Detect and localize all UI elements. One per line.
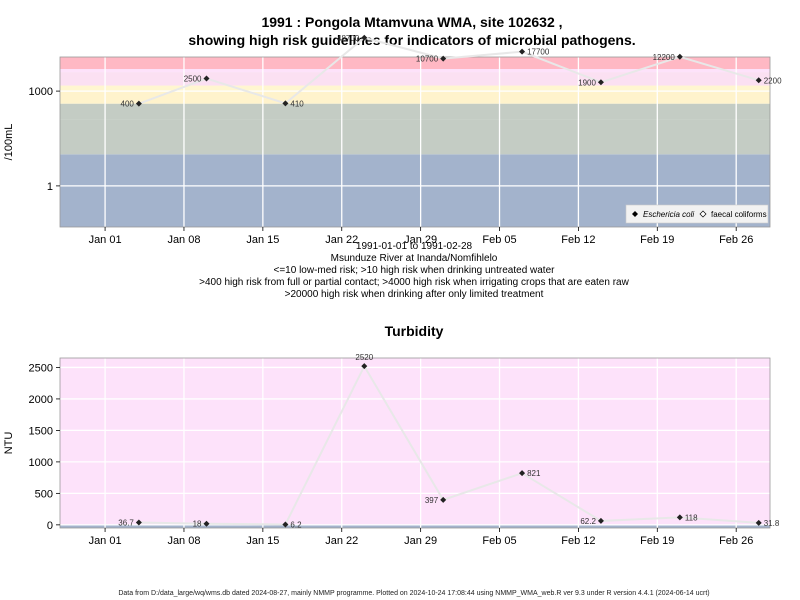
chart2-title: Turbidity: [385, 323, 444, 339]
chart1-point-0: [135, 100, 142, 107]
chart2-data-label-2: 6.2: [290, 520, 302, 529]
chart2-xtick-label-5: Feb 05: [482, 535, 516, 547]
chart1-xtick-label-2: Jan 15: [246, 234, 279, 246]
chart1-legend: Eschericia coli faecal coliforms: [625, 204, 769, 224]
chart1-xtick-label-8: Feb 26: [719, 234, 753, 246]
chart2-xtick-label-1: Jan 08: [167, 535, 200, 547]
chart1-band-2: [60, 103, 770, 120]
chart2-point-6: [597, 517, 604, 524]
chart1-data-label-6: 1900: [578, 78, 596, 87]
chart1-data-label-7: 12200: [653, 53, 676, 62]
chart2-point-5: [519, 470, 526, 477]
chart2-point-7: [676, 514, 683, 521]
chart1-band-7: [60, 57, 770, 70]
chart1-xtick-label-3: Jan 22: [325, 234, 358, 246]
chart2-data-label-7: 118: [685, 513, 698, 522]
chart1-point-3: [361, 34, 368, 41]
chart2-data-label-4: 397: [425, 496, 439, 505]
chart2-xtick-label-8: Feb 26: [719, 535, 753, 547]
chart1-band-4: [60, 85, 770, 92]
chart1-plot: 1 1000 Jan 01 Jan 08 Jan 15 Jan 22 Jan 29 Feb 0…: [29, 34, 783, 246]
chart2-frame: [59, 357, 771, 529]
chart2-point-8: [755, 519, 762, 526]
chart1-data-label-0: 400: [121, 100, 135, 109]
caption-line-5: >20000 high risk when drinking after onl…: [285, 289, 544, 300]
chart2-data-label-8: 31.8: [764, 519, 780, 528]
chart1-point-2: [282, 100, 289, 107]
chart2-ytick-label-1: 500: [35, 488, 53, 500]
chart2-xtick-label-3: Jan 22: [325, 535, 358, 547]
chart1-band-3: [60, 91, 770, 104]
chart1-data-label-1: 2500: [184, 75, 202, 84]
legend-faecal-marker: [699, 210, 707, 218]
chart2-ytick-label-0: 0: [47, 520, 53, 532]
chart2-ytick-label-2: 1000: [29, 457, 53, 469]
chart1-point-1: [203, 75, 210, 82]
caption-line-4: >400 high risk from full or partial cont…: [199, 277, 629, 288]
chart2-ytick-label-4: 2000: [29, 394, 53, 406]
chart1-point-6: [597, 79, 604, 86]
chart1-y-axis-label: /100mL: [3, 124, 15, 161]
chart1-point-5: [519, 48, 526, 55]
chart2-y-axis-label: NTU: [3, 432, 15, 455]
chart2-data-label-0: 36.7: [118, 519, 134, 528]
chart1-point-8: [755, 77, 762, 84]
caption-line-3: <=10 low-med risk; >10 high risk when dr…: [274, 265, 556, 276]
chart2-xtick-label-0: Jan 01: [89, 535, 122, 547]
chart2-point-0: [135, 519, 142, 526]
chart1-xtick-label-5: Feb 05: [482, 234, 516, 246]
chart1-title-line1: 1991 : Pongola Mtamvuna WMA, site 102632…: [261, 14, 562, 30]
chart2-point-2: [282, 521, 289, 528]
chart1-band-1: [60, 119, 770, 155]
caption-line-1: 1991-01-01 to 1991-02-28: [356, 241, 473, 252]
chart1-data-label-3: 48700: [337, 34, 360, 43]
chart1-data-label-2: 410: [290, 99, 304, 108]
chart2-ytick-label-5: 2500: [29, 362, 53, 374]
chart1-point-7: [676, 53, 683, 60]
chart2-plot: 0 500 1000 1500 2000 2500 Jan 01 Jan 08 Jan 15 Ja…: [29, 353, 780, 547]
chart2-xtick-label-2: Jan 15: [246, 535, 279, 547]
legend-ecoli-marker: [632, 211, 638, 217]
chart1-data-label-4: 10700: [416, 55, 439, 64]
legend-ecoli-label: Eschericia coli: [643, 210, 694, 219]
chart2-ytick-label-3: 1500: [29, 425, 53, 437]
chart1-xtick-label-7: Feb 19: [640, 234, 674, 246]
legend-box: [625, 204, 769, 224]
chart2-xtick-label-7: Feb 19: [640, 535, 674, 547]
chart1-xtick-label-1: Jan 08: [167, 234, 200, 246]
chart1-band-6: [60, 69, 770, 73]
chart2-data-label-6: 62.2: [580, 517, 596, 526]
chart2-band-1: [60, 358, 770, 525]
caption-line-2: Msunduze River at Inanda/Nomfihlelo: [331, 253, 498, 264]
chart1-point-4: [440, 55, 447, 62]
chart2-xtick-label-6: Feb 12: [561, 535, 595, 547]
chart2-point-3: [361, 363, 368, 370]
chart1-xtick-label-4: Jan 29: [404, 234, 437, 246]
chart2-point-4: [440, 496, 447, 503]
chart2-data-label-1: 18: [193, 520, 202, 529]
chart1-ytick-label-0: 1: [47, 181, 53, 193]
chart1-data-label-5: 17700: [527, 48, 550, 57]
chart1-caption: 1991-01-01 to 1991-02-28 Msunduze River …: [199, 241, 629, 300]
chart2-data-label-5: 821: [527, 469, 541, 478]
chart2-xtick-label-4: Jan 29: [404, 535, 437, 547]
chart1-title-line2: showing high risk guidelines for indicat…: [188, 32, 635, 48]
chart1-data-label-8: 2200: [764, 76, 782, 85]
chart1-xtick-label-6: Feb 12: [561, 234, 595, 246]
chart2-band-0: [60, 524, 770, 528]
chart1-frame: [59, 56, 771, 228]
chart1-ytick-label-1: 1000: [29, 86, 53, 98]
chart2-point-1: [203, 520, 210, 527]
chart1-band-5: [60, 72, 770, 86]
footer-note: Data from D:/data_large/wq/wms.db dated …: [118, 590, 709, 597]
legend-faecal-label: faecal coliforms: [711, 210, 767, 219]
chart2-data-label-3: 2520: [355, 353, 373, 362]
chart1-xtick-label-0: Jan 01: [89, 234, 122, 246]
